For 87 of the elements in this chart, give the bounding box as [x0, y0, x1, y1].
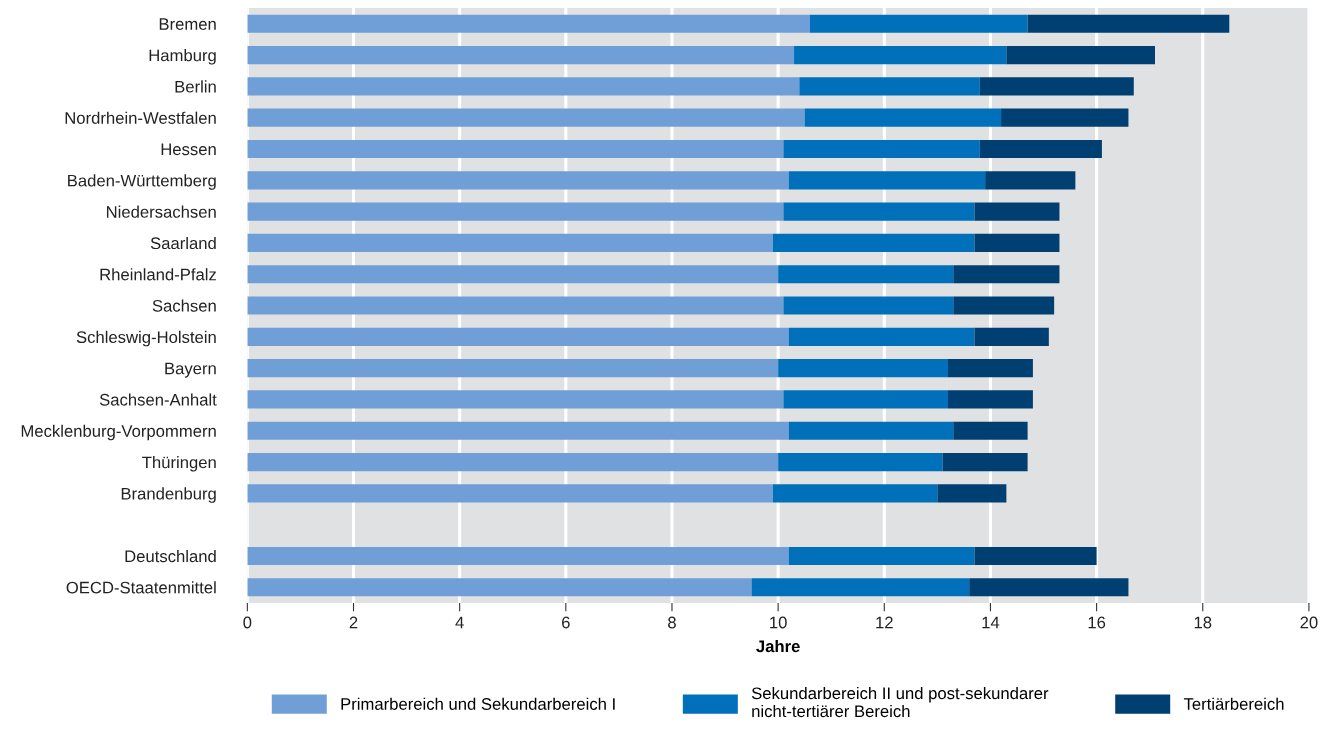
- y-tick-label: Rheinland-Pfalz: [100, 268, 216, 281]
- y-tick-label: Niedersachsen: [106, 205, 216, 218]
- y-tick-label: Schleswig-Holstein: [76, 330, 216, 347]
- x-tick-label: 4: [455, 616, 464, 629]
- x-tick-label: 2: [349, 616, 358, 629]
- bar: [247, 171, 789, 190]
- bar: [247, 421, 789, 440]
- x-tick-label: 20: [1300, 616, 1318, 629]
- bar: [788, 421, 954, 440]
- bar: [783, 202, 975, 221]
- bar: [794, 46, 1007, 65]
- bar: [247, 484, 773, 503]
- bar: [788, 327, 975, 346]
- y-tick-label: Berlin: [175, 80, 216, 93]
- bar: [974, 202, 1060, 221]
- bar: [247, 452, 779, 472]
- bar: [247, 578, 752, 597]
- y-tick-label: Deutschland: [125, 549, 216, 563]
- bar: [247, 265, 779, 284]
- bar: [947, 390, 1033, 409]
- bar: [778, 452, 943, 472]
- y-tick-label: Brandenburg: [121, 487, 216, 503]
- legend-label: Primarbereich und Sekundarbereich I: [341, 697, 615, 710]
- bar: [247, 77, 800, 96]
- y-tick-label: Mecklenburg-Vorpommern: [21, 424, 216, 441]
- bar: [247, 390, 784, 409]
- x-tick-label: 14: [982, 616, 1000, 629]
- x-tick-label: 0: [243, 616, 252, 629]
- bar: [247, 359, 779, 378]
- bar: [974, 546, 1097, 566]
- bar: [778, 265, 954, 284]
- bar: [942, 452, 1028, 472]
- bar: [247, 546, 789, 566]
- bar: [772, 233, 975, 252]
- x-tick-label: 12: [876, 616, 893, 629]
- bar: [969, 578, 1129, 597]
- bar: [247, 233, 773, 252]
- bar: [1027, 14, 1230, 33]
- y-tick-label: Sachsen: [152, 299, 216, 312]
- x-tick-label: 10: [770, 616, 787, 629]
- bar: [1001, 108, 1129, 127]
- bar: [247, 14, 810, 33]
- bar: [247, 139, 784, 159]
- bar: [788, 546, 975, 566]
- legend-label: Tertiärbereich: [1183, 697, 1284, 710]
- bar: [1006, 46, 1155, 65]
- bar: [953, 265, 1060, 284]
- bar: [783, 296, 954, 315]
- y-tick-label: Baden-Württemberg: [68, 174, 216, 190]
- bar: [953, 421, 1028, 440]
- bar: [751, 578, 970, 597]
- y-tick-label: Nordrhein-Westfalen: [65, 111, 216, 124]
- bar: [974, 327, 1049, 346]
- bar: [979, 77, 1134, 96]
- y-tick-label: Thüringen: [142, 456, 216, 472]
- y-tick-label: Sachsen-Anhalt: [99, 393, 217, 406]
- x-tick-label: 18: [1194, 616, 1212, 629]
- bar: [772, 484, 938, 503]
- bar: [247, 202, 784, 221]
- bar: [974, 233, 1060, 252]
- bar: [979, 139, 1102, 159]
- bar: [247, 46, 795, 65]
- bar: [947, 359, 1033, 378]
- bar: [783, 390, 948, 409]
- bar: [783, 139, 980, 159]
- y-tick-label: Hamburg: [149, 49, 216, 65]
- bar: [247, 296, 784, 315]
- bar: [778, 359, 948, 378]
- bar: [953, 296, 1055, 315]
- y-tick-label: Saarland: [150, 236, 216, 250]
- bar: [985, 171, 1076, 190]
- x-tick-label: 16: [1088, 616, 1106, 629]
- legend-label: Sekundarbereich II und post-sekundarer nicht-tertiärer Bereich: [751, 686, 1049, 718]
- x-tick-label: 6: [562, 616, 570, 629]
- bar: [937, 484, 1007, 503]
- y-tick-label: Bremen: [159, 18, 216, 30]
- bar: [804, 108, 1002, 127]
- y-tick-label: OECD-Staatenmittel: [66, 581, 216, 594]
- x-axis-title: Jahre: [756, 640, 800, 653]
- bar: [247, 327, 789, 346]
- y-tick-label: Bayern: [165, 362, 216, 378]
- bar: [247, 108, 805, 127]
- x-tick-label: 8: [668, 616, 676, 629]
- bar: [809, 14, 1028, 33]
- bar: [788, 171, 986, 190]
- y-tick-label: Hessen: [161, 143, 216, 156]
- bar: [799, 77, 980, 96]
